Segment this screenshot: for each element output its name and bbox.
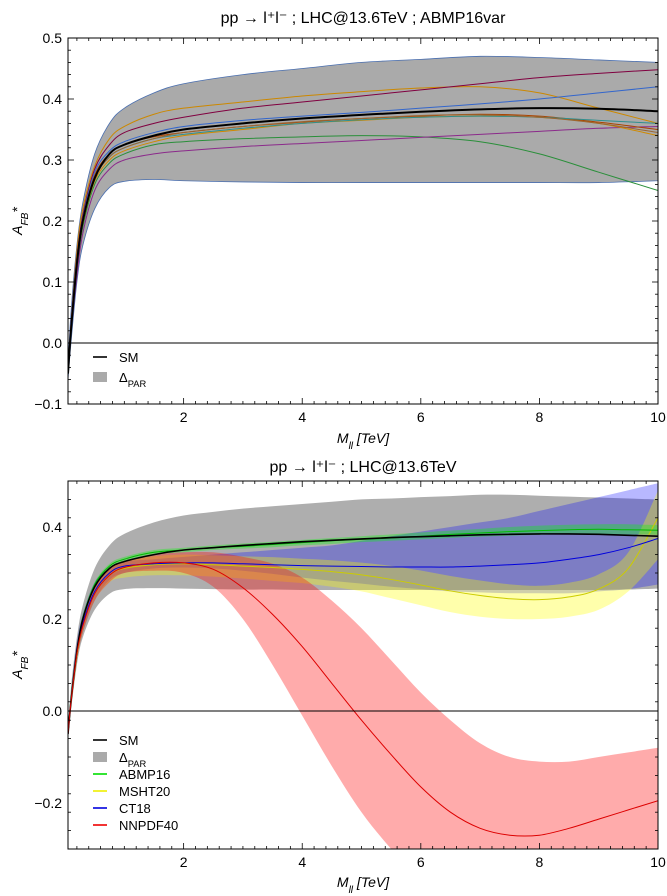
- legend-label-abmp16: ABMP16: [119, 767, 170, 782]
- x-tick-label: 6: [417, 409, 425, 425]
- legend-swatch--par: [93, 752, 107, 762]
- band-nnpdf40: [68, 551, 658, 849]
- chart-title: pp → l⁺l⁻ ; LHC@13.6TeV: [270, 459, 457, 476]
- series-line-nnpdf40: [68, 561, 658, 837]
- y-tick-label: 0.4: [43, 519, 63, 535]
- x-tick-label: 2: [180, 854, 188, 870]
- x-tick-label: 6: [417, 854, 425, 870]
- x-tick-label: 4: [298, 854, 306, 870]
- y-axis-label: AFB*: [9, 651, 31, 680]
- legend-swatch--par: [93, 372, 107, 382]
- legend-label-msht20: MSHT20: [119, 784, 170, 799]
- legend-label-nnpdf40: NNPDF40: [119, 818, 178, 833]
- y-tick-label: 0.3: [43, 152, 63, 168]
- x-tick-label: 8: [536, 854, 544, 870]
- x-tick-label: 8: [536, 409, 544, 425]
- legend-label-sm: SM: [119, 733, 139, 748]
- y-tick-label: 0.2: [43, 611, 63, 627]
- series-line-member-1: [68, 86, 658, 374]
- x-axis-label: Mll [TeV]: [337, 874, 390, 896]
- series-line-abmp16: [68, 528, 658, 735]
- top-chart: 2 4 6 8 10 −0.1 0.0 0.1 0.2 0.3 0.4 0.5 pp → l⁺l⁻ ; …: [9, 10, 666, 452]
- chart-title: pp → l⁺l⁻ ; LHC@13.6TeV ; ABMP16var: [221, 10, 506, 27]
- x-tick-label: 10: [650, 854, 666, 870]
- series-line-member-5: [68, 125, 658, 374]
- y-axis-label: AFB*: [9, 207, 31, 236]
- y-tick-label: 0.2: [43, 213, 63, 229]
- series-line-sm: [68, 533, 658, 735]
- legend-label-sm: SM: [119, 350, 139, 365]
- y-tick-label: 0.4: [43, 91, 63, 107]
- band-msht20: [68, 490, 658, 739]
- legend-label--par: ΔPAR: [119, 750, 146, 769]
- y-tick-label: 0.1: [43, 274, 63, 290]
- y-tick-label: 0.5: [43, 30, 63, 46]
- series-line-ct18: [68, 538, 658, 735]
- band-delta-par: [68, 55, 658, 380]
- band-ct18: [68, 483, 658, 739]
- y-tick-label: 0.0: [43, 335, 63, 351]
- band--par: [68, 494, 658, 739]
- y-tick-label: −0.2: [34, 795, 62, 811]
- series-line-sm: [68, 107, 658, 374]
- x-tick-label: 10: [650, 409, 666, 425]
- legend-label-ct18: CT18: [119, 801, 151, 816]
- x-axis-label: Mll [TeV]: [337, 430, 390, 452]
- x-tick-label: 2: [180, 409, 188, 425]
- y-tick-label: −0.1: [34, 396, 62, 412]
- y-tick-label: 0.0: [43, 703, 63, 719]
- legend-label--par: ΔPAR: [119, 370, 146, 389]
- x-tick-label: 4: [298, 409, 306, 425]
- bottom-chart: 2 4 6 8 10 −0.2 0.0 0.2 0.4 pp → l⁺l⁻ ; LHC@13.6T…: [9, 459, 666, 896]
